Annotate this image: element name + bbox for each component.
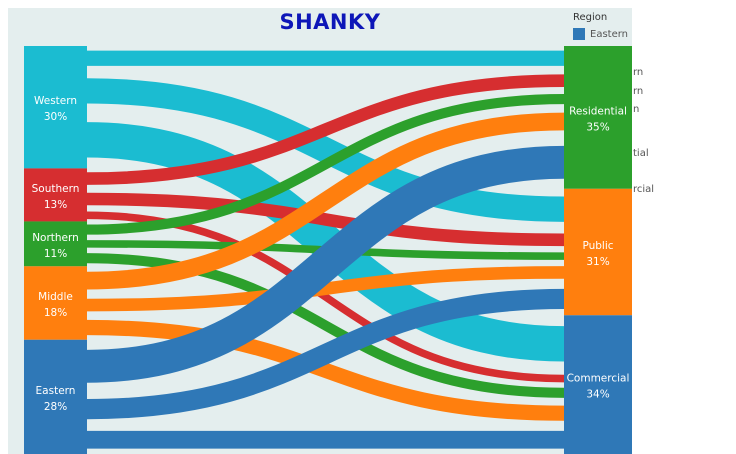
flow-middle-to-public[interactable] (86, 266, 565, 312)
target-percent-commercial: 34% (586, 389, 609, 401)
source-label-western: Western (34, 95, 77, 107)
source-bar-eastern[interactable] (24, 339, 87, 454)
legend-fragment: rn (633, 67, 644, 78)
flow-southern-to-public[interactable] (86, 192, 565, 247)
source-node-eastern[interactable]: Eastern 28% (24, 339, 87, 454)
legend-fragment: rcial (633, 184, 655, 195)
flow-western-to-commercial[interactable] (86, 122, 565, 362)
legend-item-eastern[interactable]: Eastern (573, 28, 733, 40)
target-node-public[interactable]: Public 31% (564, 188, 632, 316)
legend-label-eastern: Eastern (590, 28, 629, 40)
source-percent-eastern: 28% (44, 401, 67, 413)
legend-fragment: tial (633, 148, 649, 159)
source-percent-western: 30% (44, 111, 67, 123)
source-percent-southern: 13% (44, 199, 67, 211)
target-node-commercial[interactable]: Commercial 34% (564, 315, 632, 454)
source-node-western[interactable]: Western 30% (24, 46, 87, 169)
legend-fragment: n (633, 104, 640, 115)
source-bar-middle[interactable] (24, 266, 87, 340)
target-label-residential: Residential (569, 105, 627, 117)
legend-title: Region (573, 12, 608, 23)
sankey-links (86, 50, 565, 449)
target-bar-public[interactable] (564, 188, 632, 316)
flow-southern-to-residential[interactable] (86, 74, 565, 185)
legend-swatch-eastern (573, 28, 585, 40)
target-percent-public: 31% (586, 256, 609, 268)
target-bar-residential[interactable] (564, 46, 632, 189)
source-percent-middle: 18% (44, 307, 67, 319)
flow-northern-to-residential[interactable] (86, 93, 565, 235)
legend: Region Eastern (573, 12, 733, 40)
source-percent-northern: 11% (44, 248, 67, 260)
source-label-southern: Southern (32, 183, 80, 195)
source-node-northern[interactable]: Northern 11% (24, 221, 87, 267)
source-bar-northern[interactable] (24, 221, 87, 267)
legend-fragment: rn (633, 86, 644, 97)
target-bar-commercial[interactable] (564, 315, 632, 454)
flow-middle-to-commercial[interactable] (86, 319, 565, 421)
chart-title: SHANKY (279, 10, 381, 34)
flow-eastern-to-public[interactable] (86, 288, 565, 420)
source-node-southern[interactable]: Southern 13% (24, 168, 87, 222)
source-bar-western[interactable] (24, 46, 87, 169)
target-label-public: Public (582, 240, 613, 252)
source-label-middle: Middle (38, 291, 73, 303)
source-bar-southern[interactable] (24, 168, 87, 222)
source-node-middle[interactable]: Middle 18% (24, 266, 87, 340)
flow-middle-to-residential[interactable] (86, 112, 565, 290)
target-node-residential[interactable]: Residential 35% (564, 46, 632, 189)
source-label-eastern: Eastern (36, 385, 76, 397)
flow-eastern-to-residential[interactable] (86, 145, 565, 383)
target-label-commercial: Commercial (567, 373, 630, 385)
source-label-northern: Northern (32, 232, 79, 244)
target-percent-residential: 35% (586, 121, 609, 133)
flow-western-to-public[interactable] (86, 78, 565, 222)
